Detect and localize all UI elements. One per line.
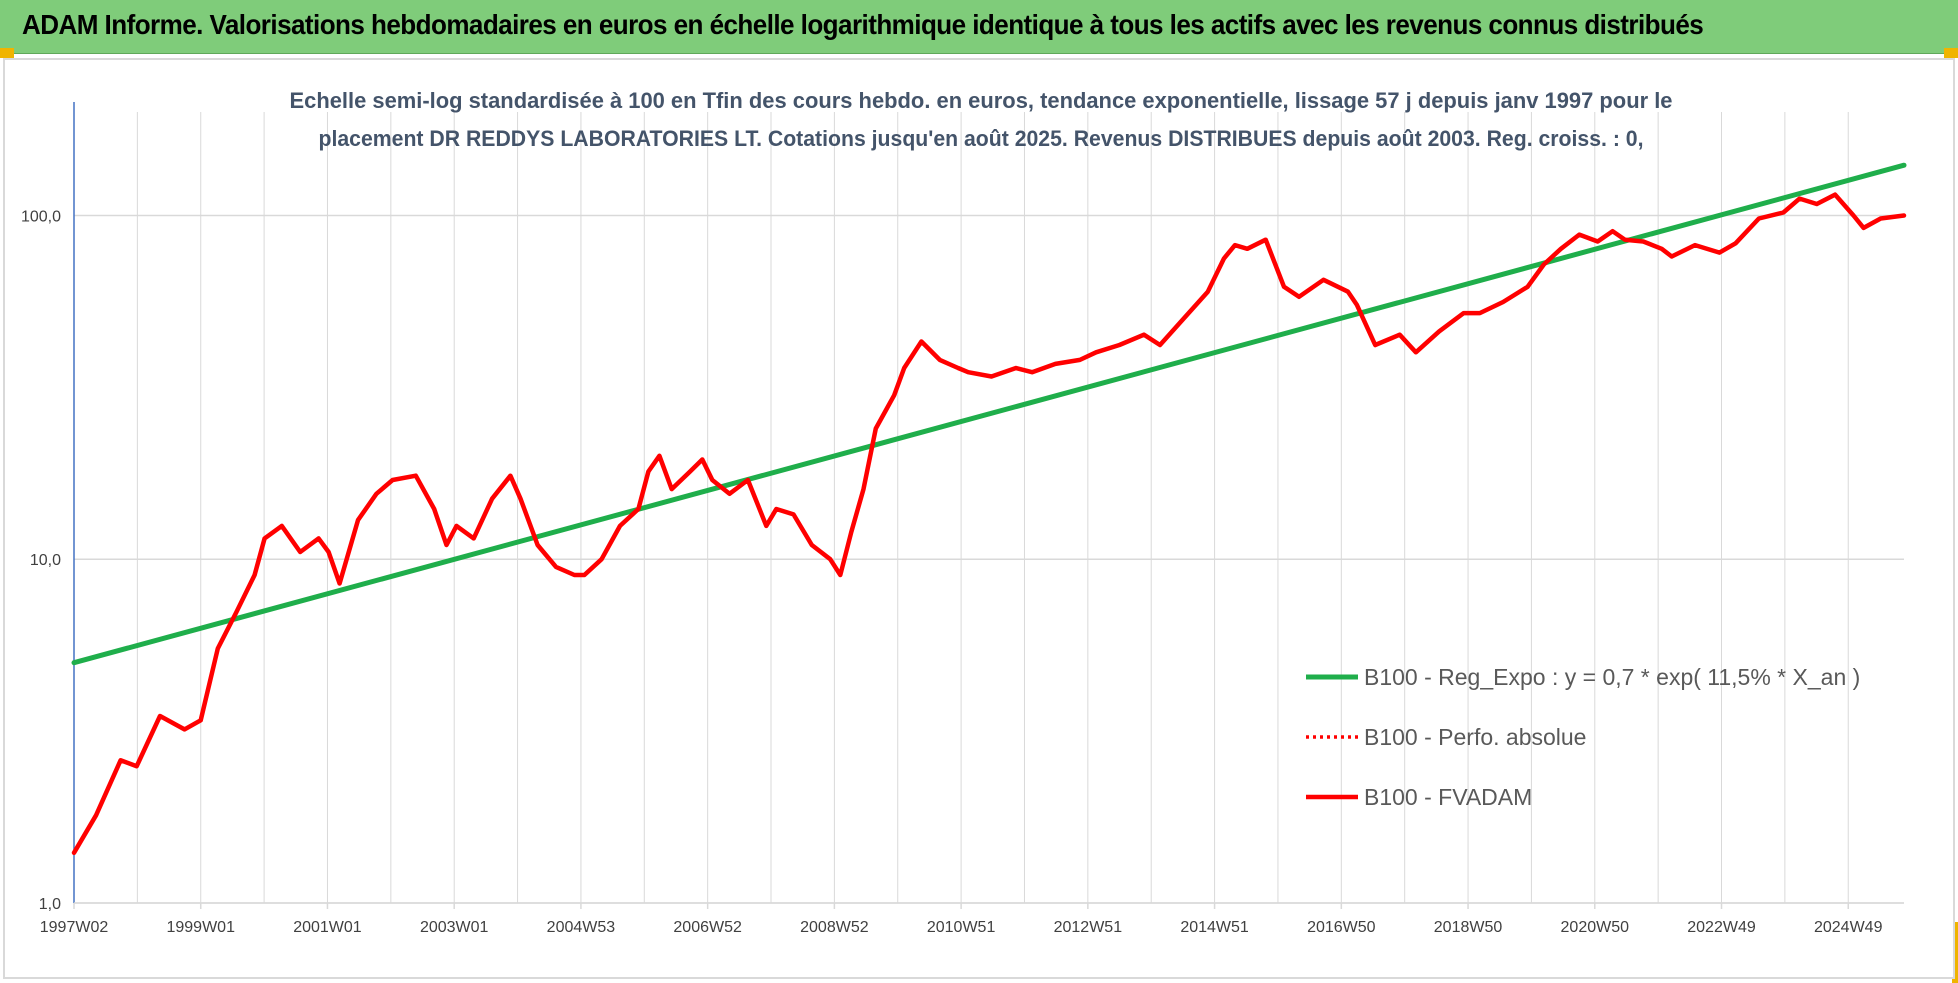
chart-title-line-1: Echelle semi-log standardisée à 100 en T…: [290, 88, 1673, 113]
x-tick-label: 1997W02: [40, 919, 109, 936]
x-tick-label: 2012W51: [1054, 919, 1123, 936]
series-layer: [71, 162, 1907, 856]
corner-marker-top-right: [1944, 48, 1958, 58]
axis-layer: 1,0 10,0 100,0 1997W02 1999W01 2001W01 2003W01…: [21, 102, 1904, 936]
series-reg-expo-line: [71, 162, 1907, 666]
x-tick-label: 2001W01: [293, 919, 362, 936]
y-tick-label: 10,0: [30, 552, 61, 569]
x-tick-label: 2024W49: [1814, 919, 1883, 936]
legend: B100 - Reg_Expo : y = 0,7 * exp( 11,5% *…: [1306, 664, 1860, 810]
x-tick-label: 2022W49: [1687, 919, 1756, 936]
legend-label: B100 - Reg_Expo : y = 0,7 * exp( 11,5% *…: [1364, 664, 1860, 690]
x-tick-label: 2018W50: [1434, 919, 1503, 936]
x-tick-label: 2010W51: [927, 919, 996, 936]
series-fvadam-line: [71, 192, 1907, 856]
x-tick-label: 2008W52: [800, 919, 869, 936]
x-tick-label: 1999W01: [166, 919, 235, 936]
chart-frame: 1,0 10,0 100,0 1997W02 1999W01 2001W01 2003W01…: [3, 58, 1955, 979]
x-tick-label: 2003W01: [420, 919, 489, 936]
title-banner: ADAM Informe. Valorisations hebdomadaire…: [0, 0, 1958, 54]
chart-title: Echelle semi-log standardisée à 100 en T…: [290, 88, 1673, 151]
banner-title: ADAM Informe. Valorisations hebdomadaire…: [22, 9, 1704, 40]
corner-marker-top-left: [0, 48, 14, 58]
grid-layer: [73, 112, 1904, 904]
legend-label: B100 - Perfo. absolue: [1364, 724, 1586, 750]
x-tick-label: 2006W52: [673, 919, 742, 936]
x-tick-label: 2016W50: [1307, 919, 1376, 936]
chart-title-line-2: placement DR REDDYS LABORATORIES LT. Cot…: [319, 126, 1644, 151]
y-tick-label: 100,0: [21, 208, 61, 225]
chart-svg: 1,0 10,0 100,0 1997W02 1999W01 2001W01 2003W01…: [21, 88, 1907, 936]
legend-label: B100 - FVADAM: [1364, 784, 1532, 810]
x-tick-label: 2004W53: [547, 919, 616, 936]
x-tick-label: 2020W50: [1561, 919, 1630, 936]
corner-marker-bottom-right: [1952, 922, 1958, 983]
x-tick-label: 2014W51: [1180, 919, 1249, 936]
y-tick-label: 1,0: [39, 896, 61, 913]
